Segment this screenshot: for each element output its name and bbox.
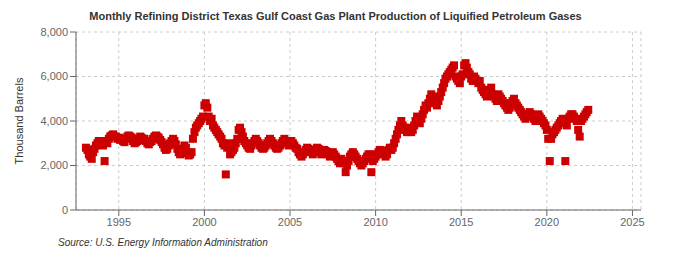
- svg-text:1995: 1995: [107, 216, 131, 228]
- svg-text:2025: 2025: [620, 216, 644, 228]
- svg-text:4,000: 4,000: [40, 115, 68, 127]
- svg-text:2005: 2005: [278, 216, 302, 228]
- svg-text:6,000: 6,000: [40, 70, 68, 82]
- svg-text:0: 0: [62, 204, 68, 216]
- svg-text:2010: 2010: [363, 216, 387, 228]
- svg-text:2000: 2000: [192, 216, 216, 228]
- html-text:Monthly Refining District Texa: Monthly Refining District Texas Gulf Coa…: [89, 10, 582, 22]
- svg-text:2015: 2015: [449, 216, 473, 228]
- svg-text:2020: 2020: [535, 216, 559, 228]
- svg-text:2,000: 2,000: [40, 159, 68, 171]
- svg-text:Thousand Barrels: Thousand Barrels: [13, 77, 25, 164]
- svg-text:8,000: 8,000: [40, 26, 68, 38]
- html-text:Source: U.S. Energy Informatio: Source: U.S. Energy Information Administ…: [58, 237, 268, 248]
